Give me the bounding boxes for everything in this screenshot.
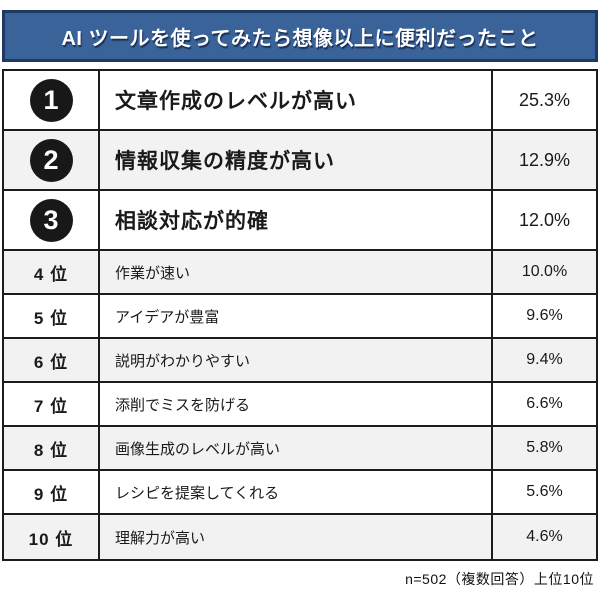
item-label: 情報収集の精度が高い bbox=[100, 131, 493, 189]
table-row-4: 4 位 作業が速い 10.0% bbox=[4, 251, 596, 295]
rank-cell: 5 位 bbox=[4, 295, 100, 337]
percent-value: 4.6% bbox=[526, 528, 563, 545]
rank-3-badge: 3 bbox=[29, 198, 73, 242]
rank-label: 9 位 bbox=[33, 484, 69, 504]
rank-label: 10 位 bbox=[28, 529, 74, 549]
rank-cell: 8 位 bbox=[4, 427, 100, 469]
ranking-table: 1 文章作成のレベルが高い 25.3% 2 情報収集の精度が高い 12.9% 3… bbox=[2, 69, 598, 561]
percent-value: 5.8% bbox=[526, 439, 563, 456]
sample-size-note: n=502（複数回答）上位10位 bbox=[405, 571, 594, 587]
rank-label: 4 位 bbox=[33, 264, 69, 284]
item-label: 作業が速い bbox=[100, 251, 493, 293]
percent-value: 9.6% bbox=[526, 307, 563, 324]
rank-cell: 6 位 bbox=[4, 339, 100, 381]
percent-value: 12.9% bbox=[518, 149, 571, 170]
rank-label: 7 位 bbox=[33, 396, 69, 416]
rank-2-badge: 2 bbox=[29, 138, 73, 182]
table-row-1: 1 文章作成のレベルが高い 25.3% bbox=[4, 71, 596, 131]
rank-cell: 1 bbox=[4, 71, 100, 129]
table-row-10: 10 位 理解力が高い 4.6% bbox=[4, 515, 596, 559]
rank-1-badge: 1 bbox=[29, 78, 73, 122]
percent-value: 5.6% bbox=[526, 483, 563, 500]
percent-value: 12.0% bbox=[518, 209, 571, 230]
page-title: AI ツールを使ってみたら想像以上に便利だったこと bbox=[61, 27, 539, 50]
rank-label: 6 位 bbox=[33, 352, 69, 372]
table-row-3: 3 相談対応が的確 12.0% bbox=[4, 191, 596, 251]
percent-value: 6.6% bbox=[526, 395, 563, 412]
table-row-6: 6 位 説明がわかりやすい 9.4% bbox=[4, 339, 596, 383]
item-label: レシピを提案してくれる bbox=[100, 471, 493, 513]
item-label: 文章作成のレベルが高い bbox=[100, 71, 493, 129]
item-label: 相談対応が的確 bbox=[100, 191, 493, 249]
rank-cell: 2 bbox=[4, 131, 100, 189]
item-label: アイデアが豊富 bbox=[100, 295, 493, 337]
table-row-5: 5 位 アイデアが豊富 9.6% bbox=[4, 295, 596, 339]
rank-cell: 4 位 bbox=[4, 251, 100, 293]
rank-cell: 7 位 bbox=[4, 383, 100, 425]
rank-label: 8 位 bbox=[33, 440, 69, 460]
table-row-8: 8 位 画像生成のレベルが高い 5.8% bbox=[4, 427, 596, 471]
percent-value: 10.0% bbox=[521, 263, 568, 280]
title-banner: AI ツールを使ってみたら想像以上に便利だったこと bbox=[2, 10, 598, 62]
rank-label: 5 位 bbox=[33, 308, 69, 328]
rank-cell: 3 bbox=[4, 191, 100, 249]
table-row-7: 7 位 添削でミスを防げる 6.6% bbox=[4, 383, 596, 427]
rank-cell: 9 位 bbox=[4, 471, 100, 513]
percent-value: 25.3% bbox=[518, 89, 571, 110]
item-label: 説明がわかりやすい bbox=[100, 339, 493, 381]
percent-value: 9.4% bbox=[526, 351, 563, 368]
item-label: 画像生成のレベルが高い bbox=[100, 427, 493, 469]
item-label: 理解力が高い bbox=[100, 515, 493, 559]
table-row-9: 9 位 レシピを提案してくれる 5.6% bbox=[4, 471, 596, 515]
rank-cell: 10 位 bbox=[4, 515, 100, 559]
item-label: 添削でミスを防げる bbox=[100, 383, 493, 425]
table-row-2: 2 情報収集の精度が高い 12.9% bbox=[4, 131, 596, 191]
